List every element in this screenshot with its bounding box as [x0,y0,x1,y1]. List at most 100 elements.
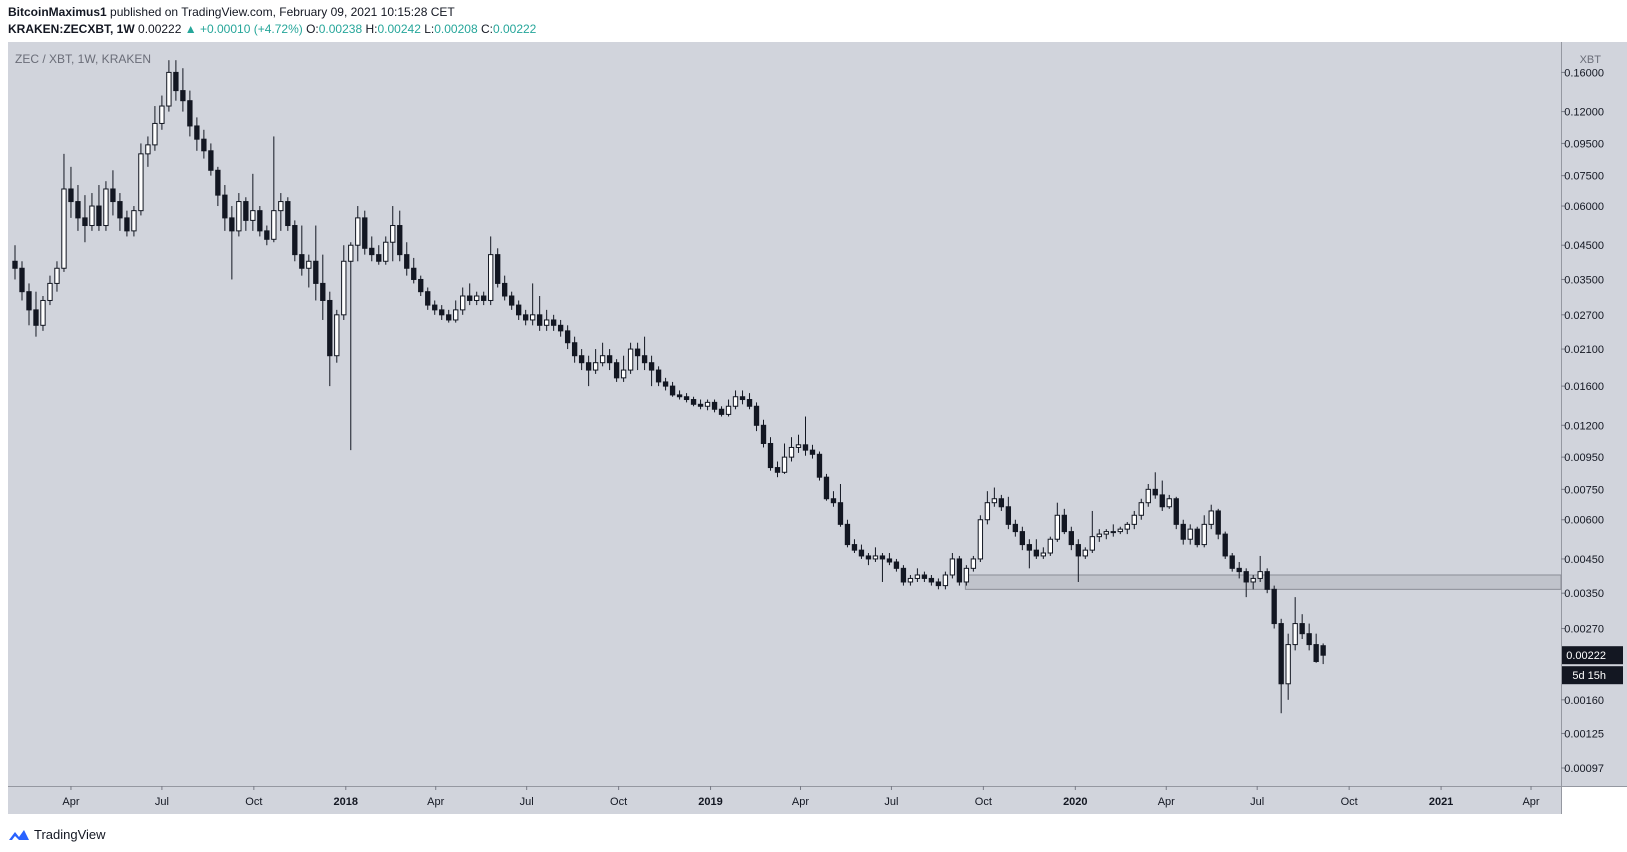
candle[interactable] [96,185,102,231]
candle[interactable] [886,553,893,566]
candle[interactable] [404,242,410,276]
candle[interactable] [977,515,984,562]
candle[interactable] [208,143,214,176]
candle[interactable] [613,359,620,382]
candle[interactable] [222,185,228,231]
candle[interactable] [40,296,46,331]
candle[interactable] [676,390,683,400]
candle[interactable] [844,519,851,548]
candle[interactable] [432,300,438,315]
candle[interactable] [781,443,788,474]
candle[interactable] [271,136,277,243]
candle[interactable] [634,342,641,371]
candle[interactable] [879,553,886,582]
candle[interactable] [760,419,767,448]
candle[interactable] [900,565,907,586]
candle[interactable] [82,195,88,243]
candle[interactable] [998,494,1005,511]
candle[interactable] [110,170,116,216]
candle[interactable] [180,68,186,112]
candle[interactable] [355,206,361,262]
candle[interactable] [166,60,172,112]
candle[interactable] [1229,553,1235,572]
candle[interactable] [145,136,151,167]
candle[interactable] [446,309,452,323]
candle[interactable] [1180,519,1186,545]
candle[interactable] [369,236,375,262]
candle[interactable] [1292,597,1298,651]
candle[interactable] [1152,472,1158,499]
candle[interactable] [383,236,389,265]
candle[interactable] [655,366,662,387]
candle[interactable] [1159,480,1165,511]
candle[interactable] [334,309,340,363]
candle[interactable] [131,206,137,237]
candle[interactable] [243,197,249,231]
candle[interactable] [481,291,487,306]
candle[interactable] [1061,508,1067,535]
candle[interactable] [341,245,347,320]
candle[interactable] [599,342,606,367]
candle[interactable] [816,451,823,481]
candle[interactable] [893,558,900,572]
tradingview-footer[interactable]: TradingView [8,826,106,844]
candle[interactable] [1208,504,1214,530]
candle[interactable] [921,571,928,582]
candle[interactable] [453,300,459,323]
candle[interactable] [1075,539,1081,582]
candle[interactable] [1110,524,1116,537]
candle[interactable] [376,245,382,265]
candle[interactable] [1320,643,1326,665]
candle[interactable] [348,242,354,451]
candle[interactable] [390,206,396,262]
candle[interactable] [1271,585,1277,629]
candle[interactable] [774,461,781,478]
candle[interactable] [495,248,501,288]
candle[interactable] [117,193,123,231]
candle[interactable] [313,225,319,301]
candle[interactable] [19,261,25,301]
candle[interactable] [250,173,256,231]
candle[interactable] [662,377,669,391]
candle[interactable] [12,245,18,280]
candle[interactable] [1278,618,1284,714]
candle[interactable] [550,314,557,331]
candle[interactable] [1145,483,1151,507]
candle[interactable] [1236,561,1242,579]
candle[interactable] [201,129,207,159]
candle[interactable] [641,336,648,371]
candle[interactable] [54,261,60,292]
candle[interactable] [725,399,732,417]
support-zone[interactable] [964,574,1562,590]
candle[interactable] [474,291,480,306]
candle[interactable] [949,553,956,579]
candle[interactable] [33,291,39,337]
candle[interactable] [865,553,872,566]
candle[interactable] [1012,519,1019,537]
candle[interactable] [1054,502,1060,542]
candle[interactable] [1201,515,1207,548]
candle[interactable] [299,225,305,276]
candle[interactable] [327,291,333,387]
candle[interactable] [1005,496,1012,530]
candle[interactable] [285,197,291,231]
candle[interactable] [1215,508,1221,540]
candle[interactable] [711,399,718,413]
candle[interactable] [278,193,284,231]
candle[interactable] [690,396,697,407]
candle[interactable] [1313,633,1319,663]
candle[interactable] [292,220,298,262]
candle[interactable] [1019,526,1026,551]
candle[interactable] [1047,536,1053,556]
candle[interactable] [173,60,179,101]
candle[interactable] [152,106,158,151]
candle[interactable] [746,393,753,410]
candle[interactable] [138,143,144,216]
candle[interactable] [529,283,536,326]
candle[interactable] [1166,494,1172,509]
candle[interactable] [963,565,970,586]
candle[interactable] [1222,531,1228,559]
candle[interactable] [1264,568,1270,594]
candle[interactable] [984,491,991,525]
candle[interactable] [648,355,655,387]
